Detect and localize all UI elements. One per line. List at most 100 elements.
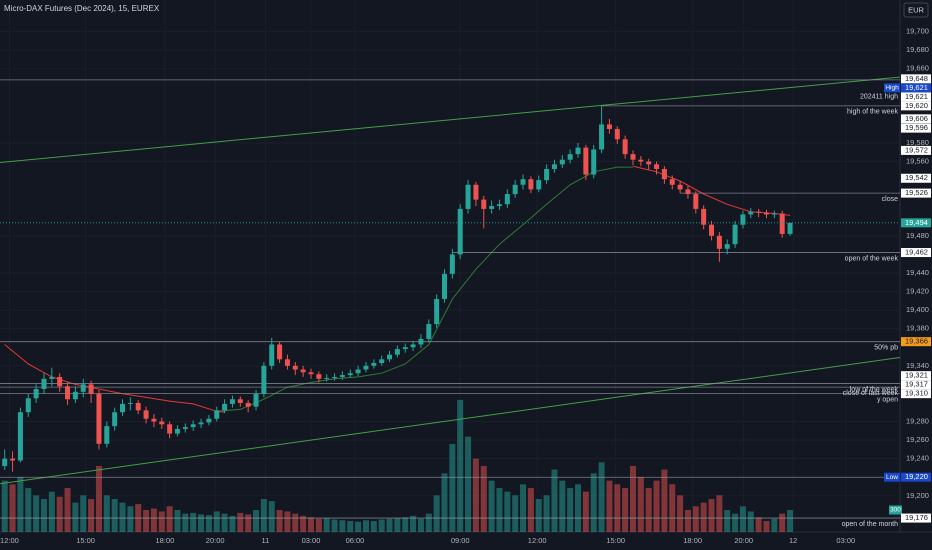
volume-bar xyxy=(9,484,16,532)
volume-bar xyxy=(182,513,189,532)
volume-bar xyxy=(307,517,314,532)
volume-bar xyxy=(747,511,754,532)
volume-bar xyxy=(158,511,165,532)
candle-body xyxy=(740,214,746,225)
volume-bar xyxy=(488,480,495,532)
volume-bar xyxy=(315,518,322,532)
trendline xyxy=(0,76,901,163)
candle-body xyxy=(551,164,557,169)
volume-bar xyxy=(677,495,684,532)
candle-body xyxy=(481,199,487,209)
candle-body xyxy=(567,154,573,160)
candle-body xyxy=(732,224,738,245)
level-annotation: y open xyxy=(877,397,898,404)
volume-bar xyxy=(425,513,432,532)
tag-box xyxy=(884,83,900,93)
volume-bar xyxy=(300,515,307,532)
y-tick-label: 19,680 xyxy=(906,45,929,54)
volume-bar xyxy=(692,506,699,532)
volume-bar xyxy=(441,473,448,532)
candle-body xyxy=(229,399,235,404)
price-label-box xyxy=(901,123,931,133)
candle-body xyxy=(65,386,71,400)
volume-bar xyxy=(339,520,346,532)
price-label-box xyxy=(901,188,931,198)
candle-body xyxy=(599,124,605,150)
candle-body xyxy=(237,399,243,403)
volume-bar xyxy=(17,476,24,532)
price-label-box xyxy=(901,389,931,399)
candle-body xyxy=(245,402,251,407)
volume-bar xyxy=(433,495,440,532)
candle-body xyxy=(669,179,675,185)
volume-bar xyxy=(480,465,487,532)
level-annotation: high of the week xyxy=(847,109,898,116)
volume-bar xyxy=(150,508,157,532)
candle-body xyxy=(206,418,212,423)
volume-bar xyxy=(653,480,660,532)
volume-bar xyxy=(512,495,519,532)
last-price-label: 19,494 xyxy=(905,218,928,227)
volume-bar xyxy=(575,484,582,532)
candle-body xyxy=(284,359,290,366)
level-annotation: 50% pb xyxy=(874,345,898,352)
candle-body xyxy=(489,206,495,209)
candle-body xyxy=(724,244,730,249)
currency-label[interactable]: EUR xyxy=(908,5,924,14)
candle-body xyxy=(104,426,110,444)
volume-bar xyxy=(362,520,369,532)
price-label-box xyxy=(901,173,931,183)
price-label-box xyxy=(901,74,931,84)
price-label-box xyxy=(901,513,931,523)
candle-body xyxy=(442,273,448,299)
volume-bar xyxy=(355,521,362,532)
x-tick-label: 15:00 xyxy=(606,536,625,545)
last-price-box xyxy=(901,218,931,228)
volume-bar xyxy=(347,520,354,532)
candle-body xyxy=(449,254,455,274)
volume-bar xyxy=(88,498,95,532)
price-label: 19,621 xyxy=(905,83,928,92)
y-tick-label: 19,580 xyxy=(906,138,929,147)
price-label: 19,621 xyxy=(905,92,928,101)
candle-body xyxy=(316,374,322,379)
candle-body xyxy=(473,184,479,200)
candle-body xyxy=(371,363,377,366)
volume-bar xyxy=(111,498,118,532)
plot-area: 202411 high High high of the week close open… xyxy=(0,76,902,532)
candle-body xyxy=(583,147,589,175)
candle-body xyxy=(654,164,660,169)
volume-bar xyxy=(276,509,283,532)
candle-body xyxy=(763,212,769,215)
volume-bar xyxy=(25,487,32,532)
candle-body xyxy=(622,139,628,155)
volume-bar xyxy=(637,476,644,532)
volume-bar xyxy=(779,513,786,532)
volume-bar xyxy=(64,487,71,532)
candle-body xyxy=(787,222,793,234)
candle-body xyxy=(112,412,118,427)
candle-body xyxy=(520,179,526,185)
x-tick-label: 15:00 xyxy=(76,536,95,545)
volume-bar xyxy=(221,513,228,532)
volume-bar xyxy=(684,509,691,532)
currency-button[interactable] xyxy=(903,2,929,18)
x-tick-label: 03:00 xyxy=(302,536,321,545)
volume-bar xyxy=(465,436,472,532)
candle-body xyxy=(57,376,63,387)
y-tick-label: 19,260 xyxy=(906,435,929,444)
candle-body xyxy=(465,184,471,209)
level-annotation: low of the week xyxy=(850,386,899,393)
candle-body xyxy=(17,412,23,461)
candle-body xyxy=(72,391,78,400)
x-tick-label: 20:00 xyxy=(206,536,225,545)
candle-body xyxy=(701,208,707,225)
price-label: 19,542 xyxy=(905,173,928,182)
volume-bar xyxy=(457,399,464,532)
candle-body xyxy=(630,154,636,160)
candle-body xyxy=(693,194,699,209)
candle-body xyxy=(174,428,180,434)
candle-body xyxy=(402,347,408,350)
volume-bar xyxy=(80,495,87,532)
volume-bar xyxy=(724,509,731,532)
